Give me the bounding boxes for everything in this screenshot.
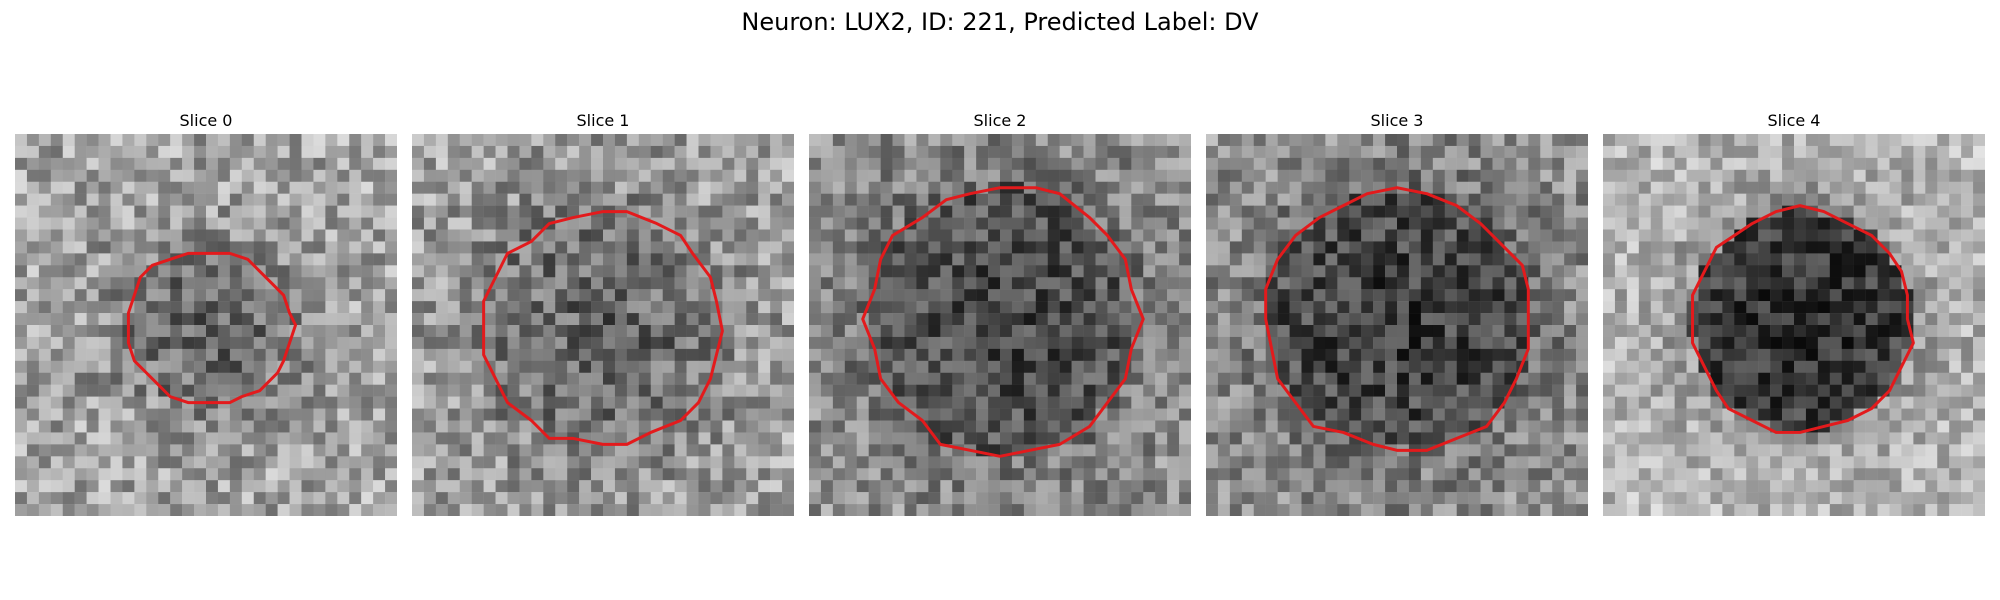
- slice-image: [809, 134, 1191, 516]
- slice-title: Slice 2: [973, 111, 1027, 130]
- slice-image: [15, 134, 397, 516]
- neuron-contour: [1691, 204, 1915, 434]
- slice-panel-1: Slice 1: [412, 108, 794, 516]
- slice-image: [1206, 134, 1588, 516]
- slice-title: Slice 0: [179, 111, 233, 130]
- slice-title: Slice 4: [1767, 111, 1821, 130]
- slice-panel-3: Slice 3: [1206, 108, 1588, 516]
- slice-image: [412, 134, 794, 516]
- slice-image: [1603, 134, 1985, 516]
- slice-title: Slice 1: [576, 111, 630, 130]
- slice-title: Slice 3: [1370, 111, 1424, 130]
- slice-panel-2: Slice 2: [809, 108, 1191, 516]
- slice-panel-0: Slice 0: [15, 108, 397, 516]
- neuron-contour: [482, 210, 724, 446]
- figure-title: Neuron: LUX2, ID: 221, Predicted Label: …: [741, 8, 1259, 36]
- slice-panel-4: Slice 4: [1603, 108, 1985, 516]
- neuron-contour: [1264, 186, 1530, 452]
- neuron-contour: [126, 251, 298, 405]
- neuron-contour: [861, 186, 1145, 458]
